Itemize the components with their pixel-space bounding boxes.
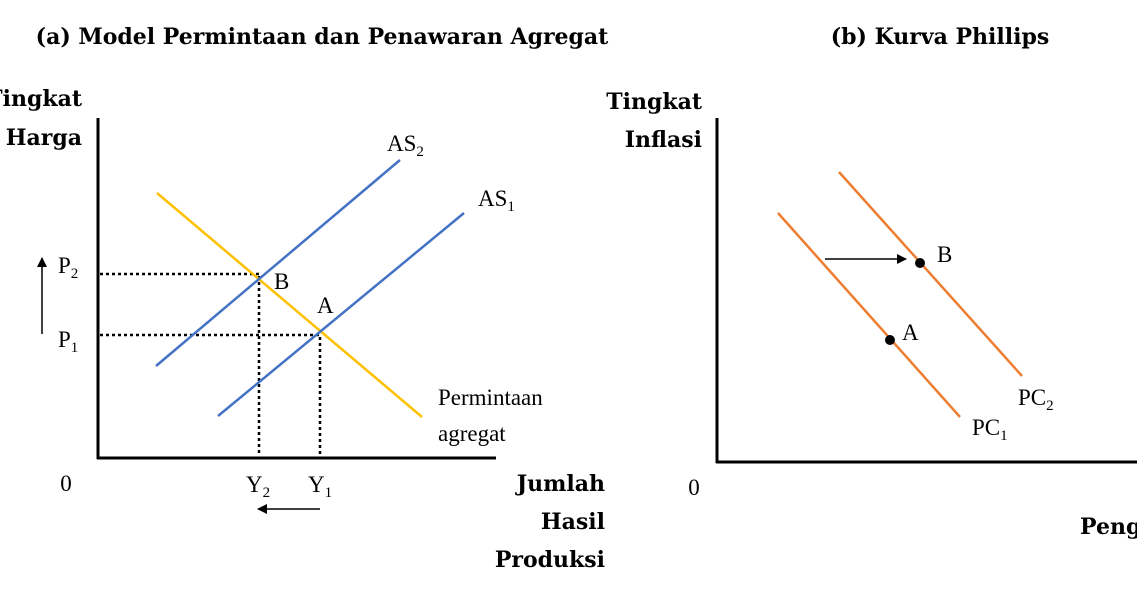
panel-b-point-b-marker: [915, 258, 925, 268]
aggregate-demand-label-line1: Permintaan: [438, 385, 543, 410]
panel-a-x-axis-label-line3: Produksi: [495, 547, 605, 573]
as2-label: AS2: [387, 131, 424, 160]
p1-label: P1: [58, 327, 78, 356]
pc2-curve: [838, 171, 1023, 377]
y2-label: Y2: [246, 472, 270, 501]
panel-a-title: (a) Model Permintaan dan Penawaran Agreg…: [36, 24, 610, 50]
panel-b-y-axis-label-line2: Inflasi: [625, 127, 702, 153]
panel-b-title: (b) Kurva Phillips: [831, 24, 1050, 50]
pc1-label: PC1: [972, 415, 1008, 444]
panel-b-origin: 0: [688, 475, 700, 500]
aggregate-demand-label-line2: agregat: [438, 421, 506, 446]
panel-a-x-axis-label-line1: Jumlah: [515, 471, 605, 497]
as1-label: AS1: [478, 186, 515, 215]
pc2-label: PC2: [1018, 385, 1054, 414]
panel-b-point-a-marker: [885, 335, 895, 345]
panel-b-x-axis-label: Peng: [1080, 514, 1137, 540]
panel-b: (b) Kurva Phillips Tingkat Inflasi 0 Pen…: [606, 24, 1137, 540]
panel-b-point-b-label: B: [937, 242, 952, 267]
as1-curve: [217, 212, 465, 417]
panel-a: (a) Model Permintaan dan Penawaran Agreg…: [0, 24, 609, 573]
p2-label: P2: [58, 253, 78, 282]
as2-curve: [155, 159, 401, 367]
y1-label: Y1: [308, 472, 332, 501]
panel-a-point-b-label: B: [274, 269, 289, 294]
pc1-curve: [777, 212, 961, 418]
panel-a-origin: 0: [60, 471, 72, 496]
panel-a-point-a-label: A: [317, 293, 334, 318]
panel-a-x-axis-label-line2: Hasil: [541, 509, 605, 535]
panel-a-y-axis-label-line1: Tingkat: [0, 86, 83, 112]
panel-b-y-axis-label-line1: Tingkat: [606, 89, 703, 115]
aggregate-demand-curve: [156, 192, 423, 418]
panel-b-point-a-label: A: [902, 320, 919, 345]
panel-a-y-axis-label-line2: Harga: [6, 125, 82, 151]
